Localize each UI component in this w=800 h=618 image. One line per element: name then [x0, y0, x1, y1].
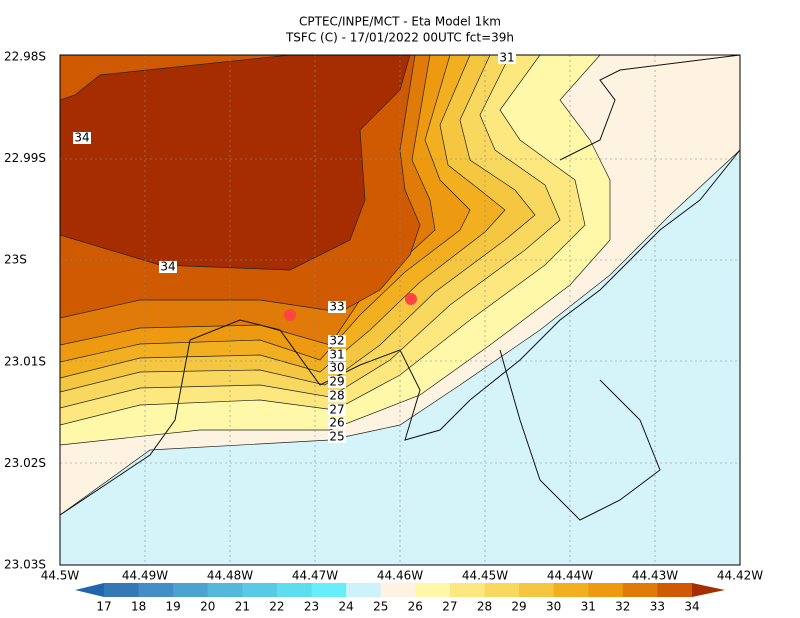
x-axis-label: 44.42W [717, 569, 763, 583]
colorbar-cell [553, 583, 589, 597]
colorbar-cell [449, 583, 485, 597]
plot-frame [59, 54, 741, 566]
station-marker [284, 309, 296, 321]
colorbar-label: 27 [442, 600, 457, 614]
colorbar-cell [173, 583, 209, 597]
colorbar-cell [519, 583, 555, 597]
coastline [499, 349, 661, 521]
y-axis-label: 23.02S [4, 456, 46, 470]
contour-label-bg [328, 301, 346, 313]
colorbar-label: 30 [546, 600, 561, 614]
contour-label: 29 [329, 375, 344, 389]
y-axis-label: 22.99S [4, 151, 46, 165]
contour-label: 30 [329, 361, 344, 375]
colorbar-cell [104, 583, 140, 597]
y-axis-label: 22.98S [4, 50, 46, 64]
contour-label: 34 [74, 131, 89, 145]
colorbar-cell [346, 583, 382, 597]
x-axis-label: 44.5W [41, 569, 80, 583]
colorbar-label: 18 [131, 600, 146, 614]
colorbar-label: 29 [511, 600, 526, 614]
colorbar-cell [484, 583, 520, 597]
colorbar-cell [622, 583, 658, 597]
x-axis-label: 44.44W [547, 569, 593, 583]
x-axis-label: 44.49W [122, 569, 168, 583]
contour-label: 26 [329, 416, 344, 430]
x-axis-label: 44.47W [292, 569, 338, 583]
colorbar-cell [207, 583, 243, 597]
coastline [60, 149, 740, 516]
contour-label-bg [328, 390, 346, 402]
contour-label-bg [328, 335, 346, 347]
colorbar-label: 25 [373, 600, 388, 614]
contour-label: 27 [329, 403, 344, 417]
colorbar-cell [138, 583, 174, 597]
title-line: CPTEC/INPE/MCT - Eta Model 1km [299, 15, 501, 29]
contour-label-bg [73, 132, 91, 144]
contour-label: 28 [329, 389, 344, 403]
colorbar-label: 28 [477, 600, 492, 614]
coastline [559, 55, 740, 161]
colorbar-label: 24 [338, 600, 353, 614]
x-axis-label: 44.46W [377, 569, 423, 583]
map-area [60, 55, 740, 565]
contour-label: 31 [499, 51, 514, 65]
contour-label-bg [328, 349, 346, 361]
contour-label: 34 [160, 260, 175, 274]
contour-label: 33 [329, 300, 344, 314]
contour-label: 25 [329, 430, 344, 444]
colorbar-label: 34 [684, 600, 699, 614]
colorbar-label: 17 [96, 600, 111, 614]
colorbar-cell [75, 583, 104, 597]
contour-label-bg [328, 404, 346, 416]
colorbar-label: 21 [235, 600, 250, 614]
colorbar-cell [415, 583, 451, 597]
colorbar-label: 31 [581, 600, 596, 614]
colorbar-cell [380, 583, 416, 597]
x-axis-label: 44.45W [462, 569, 508, 583]
colorbar-label: 19 [166, 600, 181, 614]
contour-label-bg [328, 376, 346, 388]
y-axis-label: 23S [4, 253, 27, 267]
contour-label: 32 [329, 334, 344, 348]
contour-label-bg [328, 431, 346, 443]
colorbar-cell [657, 583, 693, 597]
contour-label: 31 [329, 348, 344, 362]
colorbar-label: 33 [650, 600, 665, 614]
colorbar-label: 32 [615, 600, 630, 614]
x-axis-label: 44.43W [632, 569, 678, 583]
colorbar-cell [276, 583, 313, 597]
title-line: TSFC (C) - 17/01/2022 00UTC fct=39h [285, 31, 514, 45]
x-axis-label: 44.48W [207, 569, 253, 583]
y-axis-label: 23.01S [4, 354, 46, 368]
contour-label-bg [328, 417, 346, 429]
contour-label-bg [328, 362, 346, 374]
colorbar-label: 23 [304, 600, 319, 614]
colorbar-label: 22 [269, 600, 284, 614]
colorbar-cell [692, 583, 725, 597]
colorbar-cell [242, 583, 278, 597]
station-marker [405, 293, 417, 305]
contour-label-bg [498, 52, 516, 64]
contour-label-bg [159, 261, 177, 273]
colorbar-cell [311, 583, 347, 597]
grid-lines [60, 55, 740, 565]
colorbar-cell [588, 583, 624, 597]
colorbar-label: 26 [408, 600, 423, 614]
colorbar-label: 20 [200, 600, 215, 614]
y-axis-label: 23.03S [4, 558, 46, 572]
